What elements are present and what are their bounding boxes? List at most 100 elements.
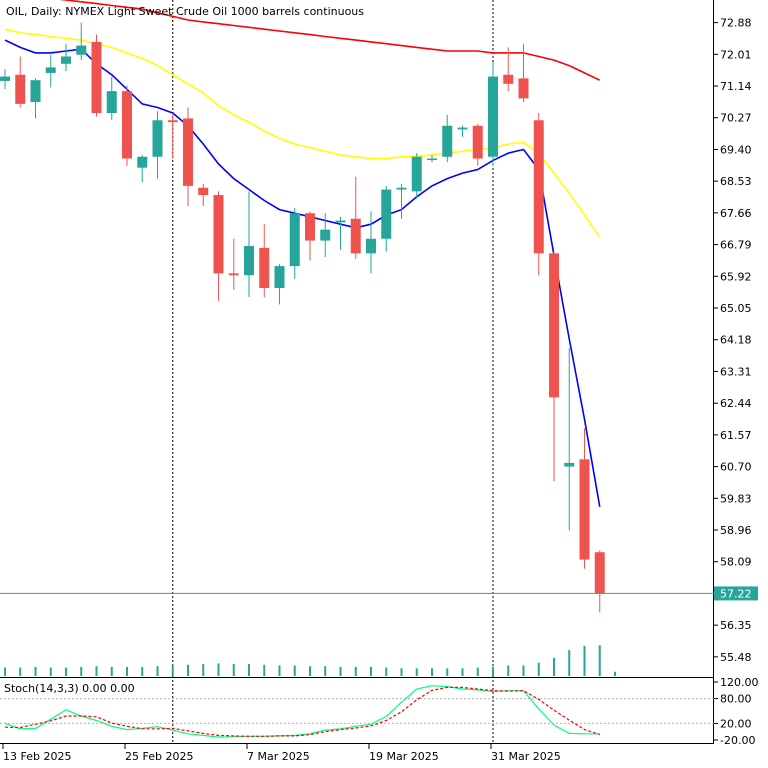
candle-body bbox=[289, 213, 300, 267]
candle-body bbox=[183, 118, 193, 186]
candle bbox=[45, 54, 56, 88]
price-tick-label: 56.35 bbox=[720, 619, 752, 632]
date-label: 13 Feb 2025 bbox=[3, 750, 71, 763]
candle bbox=[579, 428, 590, 569]
candle bbox=[427, 154, 437, 163]
candle bbox=[350, 176, 361, 259]
candle bbox=[76, 22, 87, 61]
candle bbox=[106, 76, 117, 121]
candle-body bbox=[167, 120, 178, 123]
candle bbox=[213, 191, 224, 301]
chart-title: OIL, Daily: NYMEX Light Sweet Crude Oil … bbox=[6, 5, 364, 18]
candle bbox=[15, 56, 26, 108]
candle bbox=[335, 216, 346, 250]
candle bbox=[457, 125, 468, 137]
candle-body bbox=[30, 80, 41, 103]
candle bbox=[503, 47, 514, 92]
candle-body bbox=[91, 41, 102, 113]
price-tick-label: 63.31 bbox=[720, 365, 752, 378]
candle bbox=[472, 123, 483, 166]
stochastic-tick-label: 20.00 bbox=[720, 717, 752, 730]
candle-body bbox=[259, 247, 270, 288]
candle-body bbox=[335, 220, 346, 223]
candle-body bbox=[549, 253, 559, 398]
candle-body bbox=[427, 158, 437, 161]
candle bbox=[289, 207, 300, 279]
candle-body bbox=[15, 74, 26, 104]
date-label: 19 Mar 2025 bbox=[369, 750, 439, 763]
candle-body bbox=[228, 273, 239, 276]
candle bbox=[533, 113, 544, 276]
moving-average-line bbox=[59, 0, 601, 81]
price-tick-label: 69.40 bbox=[720, 143, 752, 156]
candle-body bbox=[61, 56, 71, 64]
candle-body bbox=[594, 552, 605, 594]
price-tick-label: 65.92 bbox=[720, 270, 752, 283]
price-axis: 72.88 72.01 71.14 70.27 69.40 68.53 67.66 66.79… bbox=[714, 17, 752, 664]
candle bbox=[137, 154, 148, 183]
price-tick-label: 71.14 bbox=[720, 80, 752, 93]
candle-body bbox=[213, 195, 224, 274]
candle bbox=[320, 213, 331, 257]
date-label: 25 Feb 2025 bbox=[125, 750, 193, 763]
candle bbox=[594, 550, 605, 613]
price-tick-label: 64.18 bbox=[720, 334, 752, 347]
candle bbox=[549, 251, 559, 482]
price-tick-label: 59.83 bbox=[720, 492, 752, 505]
candle-body bbox=[518, 78, 529, 99]
price-tick-label: 60.70 bbox=[720, 461, 752, 474]
date-label: 31 Mar 2025 bbox=[491, 750, 561, 763]
candle-body bbox=[564, 462, 575, 467]
candle bbox=[488, 61, 498, 166]
candle-body bbox=[137, 156, 148, 168]
price-tick-label: 66.79 bbox=[720, 239, 752, 252]
stochastic-tick-label: -20.00 bbox=[720, 734, 755, 747]
candle-body bbox=[122, 91, 132, 159]
candle-body bbox=[533, 120, 544, 254]
candle bbox=[259, 224, 270, 298]
price-tick-label: 58.09 bbox=[720, 556, 752, 569]
candle-body bbox=[366, 238, 376, 254]
candle-body bbox=[503, 74, 514, 84]
moving-average-line bbox=[4, 28, 601, 238]
price-tick-label: 61.57 bbox=[720, 429, 752, 442]
last-price-label: 57.22 bbox=[720, 587, 752, 600]
candle bbox=[442, 114, 453, 163]
candle-body bbox=[579, 459, 590, 560]
candle bbox=[396, 184, 407, 219]
price-tick-label: 72.01 bbox=[720, 48, 752, 61]
candle bbox=[61, 43, 71, 72]
price-tick-label: 70.27 bbox=[720, 112, 752, 125]
candle bbox=[198, 184, 209, 206]
candle bbox=[167, 113, 178, 159]
candle-body bbox=[442, 125, 453, 157]
price-tick-label: 72.88 bbox=[720, 17, 752, 30]
candle bbox=[30, 78, 41, 119]
volume-bars bbox=[4, 645, 616, 676]
date-label: 7 Mar 2025 bbox=[247, 750, 310, 763]
candle bbox=[122, 85, 132, 166]
candle-body bbox=[45, 67, 56, 73]
moving-averages bbox=[4, 0, 601, 507]
candle bbox=[0, 69, 10, 90]
candle bbox=[305, 211, 315, 261]
candle-body bbox=[274, 266, 285, 288]
candle-body bbox=[350, 218, 361, 254]
candle bbox=[228, 238, 239, 290]
candle-body bbox=[488, 76, 498, 157]
price-tick-label: 58.96 bbox=[720, 524, 752, 537]
period-separators bbox=[172, 0, 494, 744]
candle bbox=[411, 153, 422, 199]
price-tick-label: 62.44 bbox=[720, 397, 752, 410]
date-axis: 13 Feb 2025 25 Feb 2025 7 Mar 2025 19 Mar 2… bbox=[2, 744, 561, 763]
candles bbox=[0, 22, 605, 613]
candle bbox=[274, 264, 285, 305]
candle-body bbox=[396, 187, 407, 190]
candle bbox=[244, 191, 254, 298]
candle bbox=[518, 43, 529, 103]
stochastic-panel: 120.00 80.00 20.00 -20.00 bbox=[0, 676, 759, 747]
stochastic-signal-line bbox=[4, 686, 600, 737]
candle-body bbox=[106, 91, 117, 113]
candle-body bbox=[457, 127, 468, 130]
